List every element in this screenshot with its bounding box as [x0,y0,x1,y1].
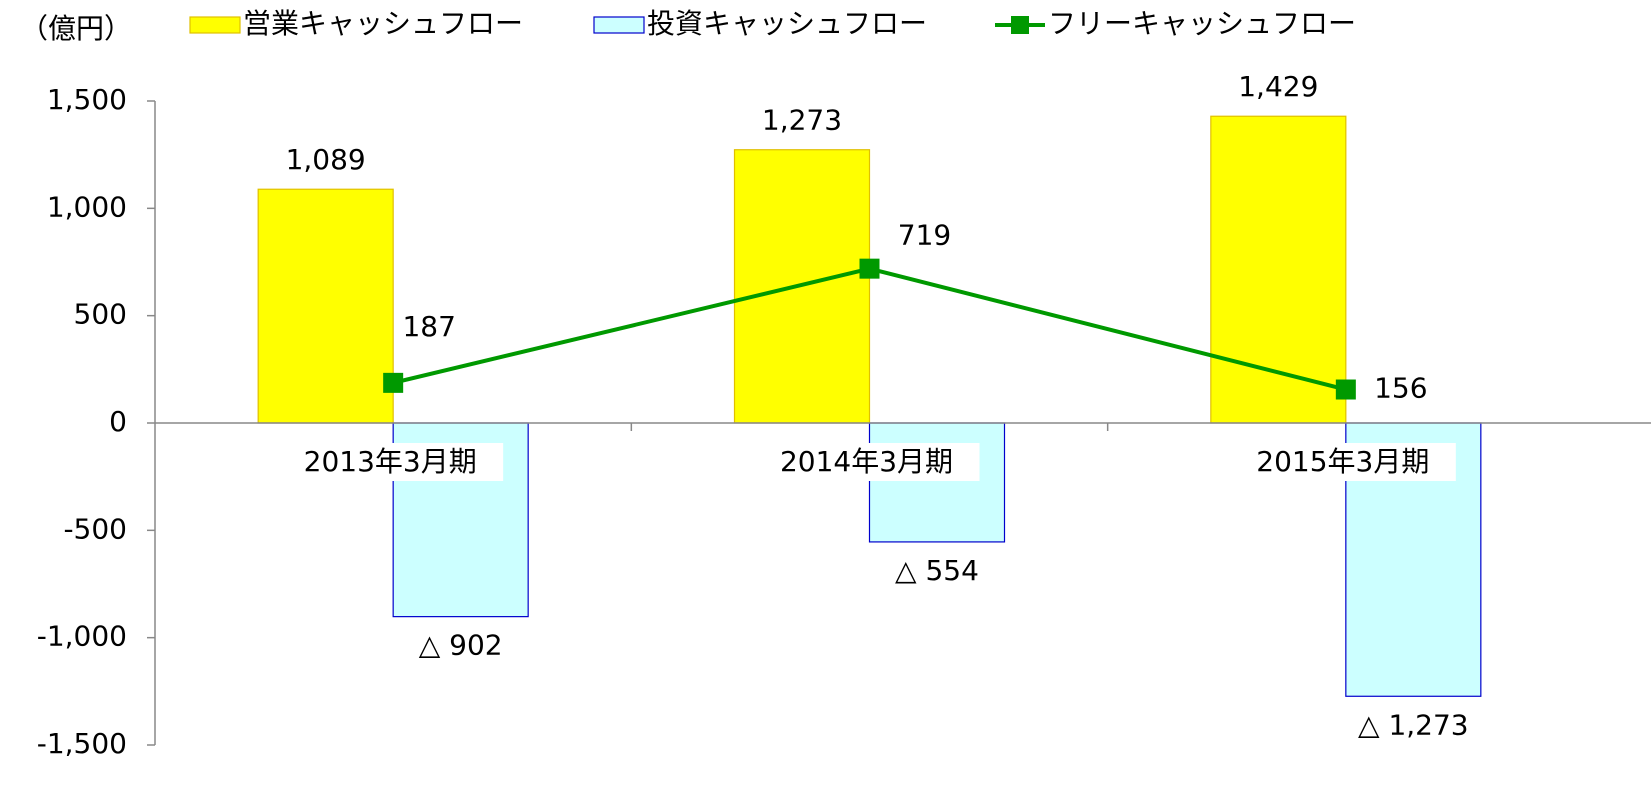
data-label: 187 [402,310,455,343]
y-tick-label: 1,500 [47,83,127,116]
data-label: 156 [1374,372,1427,405]
data-label: △ 1,273 [1358,708,1469,741]
x-tick-label: 2015年3月期 [1256,445,1429,478]
legend-swatch [1011,16,1029,34]
x-tick-label: 2014年3月期 [780,445,953,478]
bar [1210,115,1347,424]
data-label: 719 [898,219,951,252]
data-label: △ 902 [419,629,503,662]
x-tick-label: 2013年3月期 [304,445,477,478]
bar [868,422,1006,543]
y-axis-label: （億円） [20,12,132,45]
data-label: △ 554 [895,554,979,587]
x-label-bg [283,443,504,481]
y-tick-label: 0 [109,405,127,438]
x-label-bg [1235,443,1456,481]
x-label-bg [759,443,980,481]
line-marker [1335,379,1356,400]
line-marker [859,258,880,279]
y-tick-label: -1,000 [37,620,127,653]
legend-swatch [189,16,241,34]
data-label: 1,273 [762,104,842,137]
legend-label: 営業キャッシュフロー [243,7,523,40]
y-tick-label: -1,500 [37,727,127,760]
legend-swatch [593,16,645,34]
y-tick-label: 1,000 [47,190,127,223]
y-tick-label: 500 [74,298,127,331]
data-label: 1,429 [1238,70,1318,103]
y-tick-label: -500 [63,512,127,545]
line-marker [383,372,404,393]
bar [257,188,394,424]
data-label: 1,089 [286,143,366,176]
legend-label: 投資キャッシュフロー [647,7,927,40]
legend-label: フリーキャッシュフロー [1048,7,1356,40]
